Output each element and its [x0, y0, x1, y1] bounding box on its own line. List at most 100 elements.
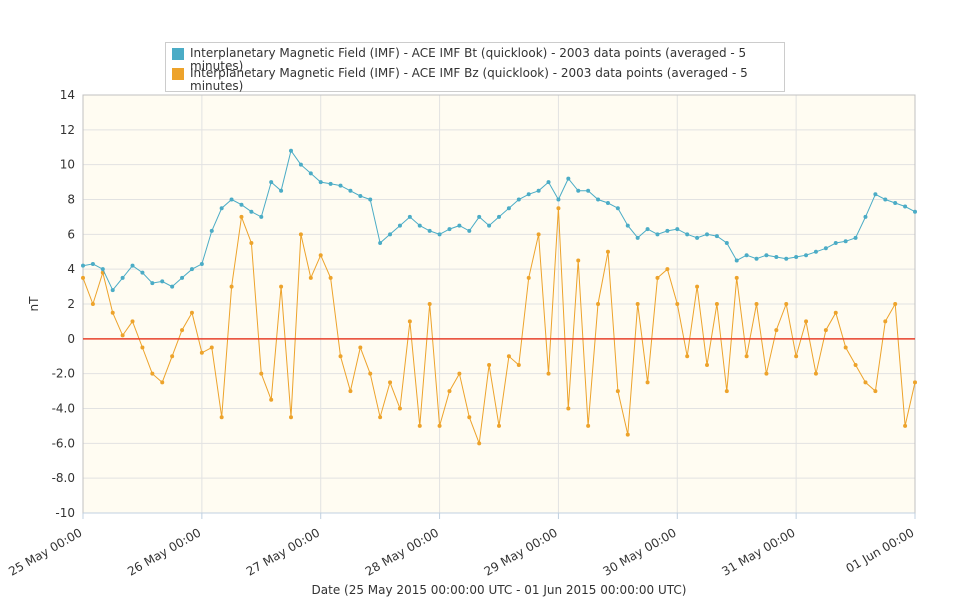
- data-point: [823, 328, 828, 333]
- data-point: [615, 206, 620, 211]
- data-point: [516, 362, 521, 367]
- data-point: [794, 254, 799, 259]
- series: [81, 148, 917, 293]
- data-point: [209, 228, 214, 233]
- data-point: [397, 406, 402, 411]
- data-point: [655, 275, 660, 280]
- data-point: [199, 261, 204, 266]
- data-point: [368, 197, 373, 202]
- data-point: [338, 183, 343, 188]
- data-point: [81, 263, 85, 268]
- data-point: [180, 275, 185, 280]
- y-tick-label: 0: [67, 332, 75, 346]
- data-point: [170, 284, 175, 289]
- data-point: [734, 275, 739, 280]
- data-point: [813, 371, 818, 376]
- data-point: [724, 241, 729, 246]
- legend-item[interactable]: Interplanetary Magnetic Field (IMF) - AC…: [172, 47, 762, 73]
- data-point: [556, 206, 561, 211]
- data-point: [645, 380, 650, 385]
- data-point: [477, 441, 482, 446]
- data-point: [189, 310, 194, 315]
- data-point: [596, 302, 601, 306]
- data-point: [784, 256, 789, 261]
- data-point: [358, 345, 363, 350]
- data-point: [586, 423, 591, 428]
- data-point: [417, 423, 422, 428]
- data-point: [863, 214, 868, 219]
- legend-label: Interplanetary Magnetic Field (IMF) - AC…: [190, 66, 748, 93]
- y-tick-label: -2.0: [52, 367, 75, 381]
- data-point: [219, 415, 224, 420]
- data-point: [447, 227, 452, 232]
- data-point: [110, 310, 115, 315]
- data-point: [467, 228, 472, 233]
- data-point: [675, 302, 680, 306]
- data-point: [853, 235, 858, 240]
- data-point: [506, 354, 511, 359]
- y-tick-label: 6: [67, 227, 75, 241]
- y-tick-label: 10: [60, 158, 75, 172]
- data-point: [774, 328, 779, 333]
- data-point: [140, 270, 145, 275]
- data-point: [467, 415, 472, 420]
- data-point: [298, 162, 303, 167]
- data-point: [913, 380, 917, 385]
- data-point: [705, 362, 709, 367]
- data-point: [615, 389, 620, 394]
- data-point: [635, 235, 640, 240]
- data-point: [734, 258, 739, 263]
- data-point: [457, 223, 462, 228]
- data-point: [536, 232, 541, 237]
- data-point: [843, 345, 848, 350]
- data-point: [764, 371, 769, 376]
- legend-item[interactable]: Interplanetary Magnetic Field (IMF) - AC…: [172, 67, 762, 93]
- data-point: [289, 148, 293, 153]
- data-point: [497, 214, 501, 219]
- data-point: [506, 206, 511, 211]
- data-point: [120, 275, 125, 280]
- data-point: [259, 371, 264, 376]
- x-tick-label: 25 May 00:00: [6, 525, 84, 578]
- y-axis-title: nT: [27, 296, 41, 312]
- data-point: [417, 223, 422, 228]
- y-tick-label: 14: [60, 88, 75, 102]
- data-point: [714, 234, 719, 239]
- data-point: [388, 380, 393, 385]
- data-point: [457, 371, 462, 376]
- y-tick-label: -8.0: [52, 471, 75, 485]
- data-point: [804, 253, 809, 258]
- data-point: [536, 188, 541, 193]
- data-point: [635, 302, 640, 306]
- data-point: [308, 171, 313, 176]
- data-point: [863, 380, 868, 385]
- data-point: [665, 228, 670, 233]
- data-point: [784, 302, 789, 306]
- data-point: [209, 345, 214, 350]
- data-point: [566, 176, 571, 181]
- data-point: [596, 197, 601, 202]
- data-point: [289, 415, 293, 420]
- data-point: [407, 214, 412, 219]
- data-point: [150, 281, 155, 286]
- data-point: [833, 310, 838, 315]
- data-point: [853, 362, 858, 367]
- data-point: [883, 319, 888, 324]
- data-point: [685, 354, 690, 359]
- data-point: [130, 319, 135, 324]
- data-point: [893, 302, 898, 306]
- data-point: [695, 235, 700, 240]
- x-tick-label: 30 May 00:00: [601, 525, 679, 578]
- x-tick-label: 31 May 00:00: [719, 525, 797, 578]
- data-point: [160, 279, 165, 284]
- x-axis-title: Date (25 May 2015 00:00:00 UTC - 01 Jun …: [312, 583, 687, 597]
- data-point: [229, 284, 234, 289]
- data-point: [397, 223, 402, 228]
- data-point: [90, 261, 95, 266]
- data-point: [724, 389, 729, 394]
- data-point: [269, 180, 274, 185]
- data-point: [368, 371, 373, 376]
- y-tick-label: -6.0: [52, 436, 75, 450]
- data-point: [328, 275, 333, 280]
- data-point: [566, 406, 571, 411]
